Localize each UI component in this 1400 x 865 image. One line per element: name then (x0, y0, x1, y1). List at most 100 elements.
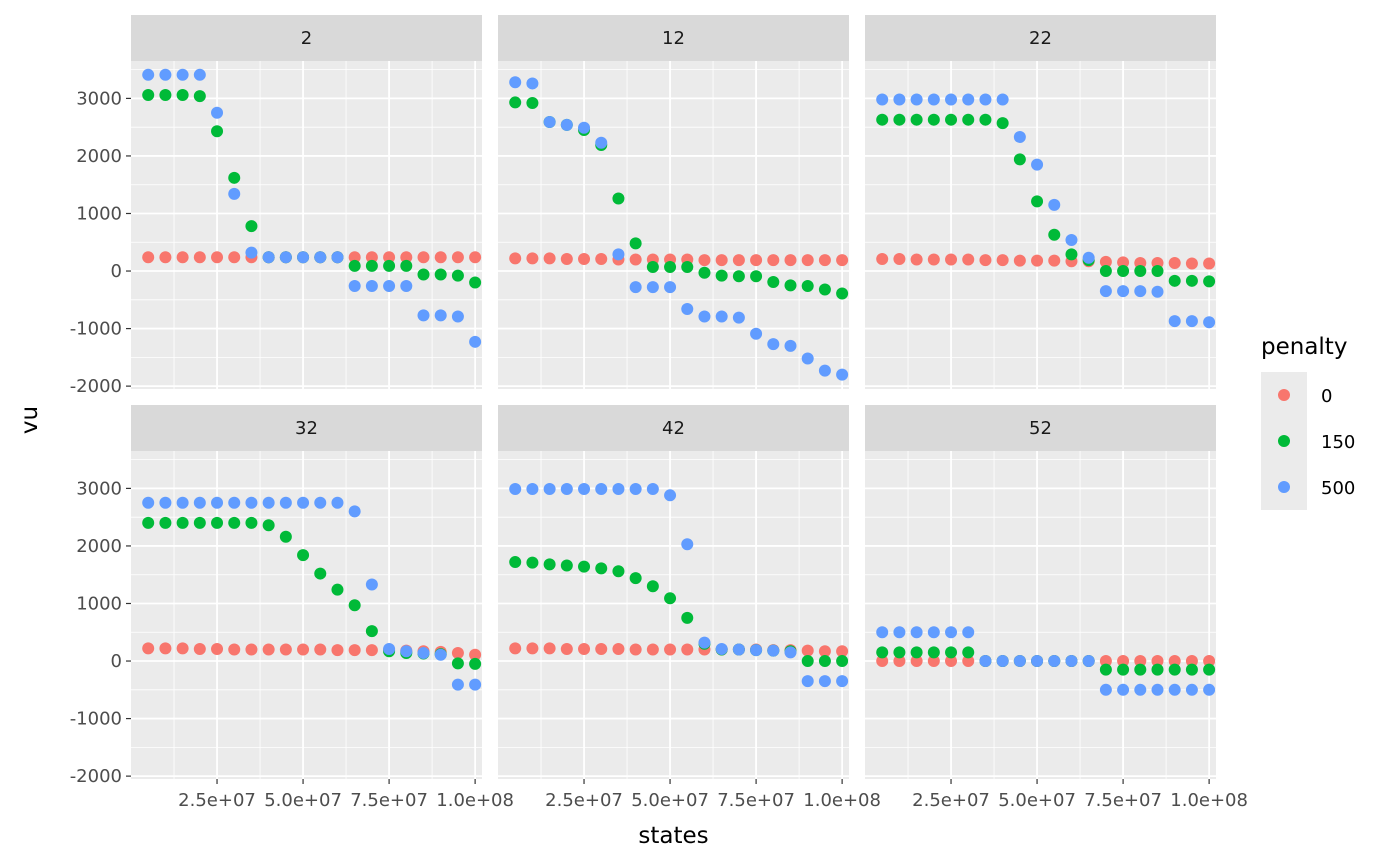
data-point (451, 269, 464, 282)
y-tick-label: 3000 (76, 478, 122, 499)
data-point (417, 268, 430, 281)
data-point (365, 251, 378, 264)
y-tick-label: 2000 (76, 146, 122, 167)
facet-strip (498, 15, 849, 61)
x-tick-label: 7.5e+07 (717, 790, 795, 811)
x-tick-label: 2.5e+07 (178, 790, 256, 811)
data-point (1099, 265, 1112, 278)
data-point (228, 251, 241, 264)
data-point (193, 496, 206, 509)
data-point (245, 643, 258, 656)
data-point (1031, 158, 1044, 171)
data-point (1013, 254, 1026, 267)
data-point (1082, 655, 1095, 668)
data-point (612, 248, 625, 261)
data-point (142, 88, 155, 101)
data-point (698, 636, 711, 649)
data-point (818, 645, 831, 658)
data-point (348, 644, 361, 657)
legend-key (1278, 481, 1290, 493)
data-point (142, 68, 155, 81)
facet-strip-label: 52 (1029, 418, 1052, 439)
data-point (801, 644, 814, 657)
data-point (400, 251, 413, 264)
data-point (331, 251, 344, 264)
data-point (945, 626, 958, 639)
data-point (1203, 316, 1216, 329)
data-point (910, 253, 923, 266)
data-point (1134, 265, 1147, 278)
data-point (784, 279, 797, 292)
data-point (526, 642, 539, 655)
data-point (784, 339, 797, 352)
data-point (927, 113, 940, 126)
data-point (365, 578, 378, 591)
data-point (750, 270, 763, 283)
data-point (801, 352, 814, 365)
y-tick-label: -2000 (70, 376, 122, 397)
facet-strip-label: 32 (295, 418, 318, 439)
data-point (434, 648, 447, 661)
data-point (945, 113, 958, 126)
data-point (297, 549, 310, 562)
data-point (664, 643, 677, 656)
data-point (434, 251, 447, 264)
facet-strip-label: 2 (301, 28, 312, 49)
data-point (417, 251, 430, 264)
data-point (331, 583, 344, 596)
data-point (595, 482, 608, 495)
data-point (348, 599, 361, 612)
data-point (1065, 655, 1078, 668)
data-point (245, 496, 258, 509)
data-point (348, 279, 361, 292)
data-point (910, 655, 923, 668)
data-point (1048, 254, 1061, 267)
data-point (400, 259, 413, 272)
data-point (451, 646, 464, 659)
data-point (297, 643, 310, 656)
data-point (1099, 655, 1112, 668)
y-tick-label: 1000 (76, 203, 122, 224)
data-point (1117, 285, 1130, 298)
data-point (543, 115, 556, 128)
data-point (365, 279, 378, 292)
x-axis-title: states (638, 823, 708, 849)
data-point (526, 252, 539, 265)
data-point (297, 251, 310, 264)
data-point (262, 643, 275, 656)
data-point (732, 254, 745, 267)
data-point (1168, 315, 1181, 328)
data-point (750, 644, 763, 657)
data-point (962, 113, 975, 126)
data-point (245, 516, 258, 529)
data-point (996, 93, 1009, 106)
data-point (262, 251, 275, 264)
data-point (262, 519, 275, 532)
data-point (434, 268, 447, 281)
data-point (509, 642, 522, 655)
data-point (1099, 663, 1112, 676)
data-point (1013, 153, 1026, 166)
data-point (1082, 251, 1095, 264)
data-point (543, 482, 556, 495)
y-tick-label: 2000 (76, 536, 122, 557)
data-point (314, 251, 327, 264)
data-point (469, 678, 482, 691)
data-point (910, 93, 923, 106)
data-point (578, 560, 591, 573)
data-point (595, 642, 608, 655)
data-point (509, 252, 522, 265)
data-point (612, 482, 625, 495)
x-tick-label: 1.0e+08 (803, 790, 881, 811)
data-point (509, 96, 522, 109)
data-point (142, 516, 155, 529)
data-point (1048, 655, 1061, 668)
data-point (612, 192, 625, 205)
data-point (348, 251, 361, 264)
x-tick-label: 5.0e+07 (631, 790, 709, 811)
data-point (1203, 683, 1216, 696)
data-point (1013, 130, 1026, 143)
data-point (509, 556, 522, 569)
data-point (910, 646, 923, 659)
data-point (578, 252, 591, 265)
